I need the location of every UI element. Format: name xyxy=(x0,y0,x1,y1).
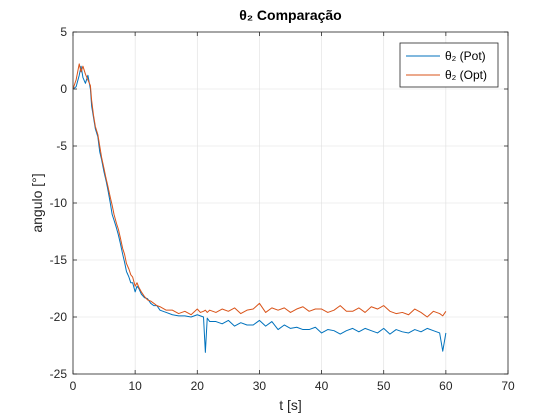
y-tick-label: 0 xyxy=(60,82,67,96)
x-tick-label: 70 xyxy=(501,379,515,393)
legend-label: θ₂ (Opt) xyxy=(445,68,487,82)
y-tick-label: 5 xyxy=(60,25,67,39)
y-tick-label: -20 xyxy=(50,310,68,324)
x-axis-title: t [s] xyxy=(279,397,302,413)
x-tick-label: 20 xyxy=(191,379,205,393)
y-axis-title: angulo [°] xyxy=(29,173,45,232)
x-tick-label: 0 xyxy=(70,379,77,393)
legend: θ₂ (Pot) θ₂ (Opt) xyxy=(399,42,499,88)
y-tick-label: -5 xyxy=(56,139,67,153)
chart-title: θ₂ Comparação xyxy=(239,7,341,23)
x-tick-label: 30 xyxy=(253,379,267,393)
y-tick-label: -25 xyxy=(50,367,68,381)
x-tick-label: 10 xyxy=(128,379,142,393)
x-tick-label: 40 xyxy=(315,379,329,393)
legend-label: θ₂ (Pot) xyxy=(445,49,486,63)
x-tick-label: 50 xyxy=(377,379,391,393)
x-tick-label: 60 xyxy=(439,379,453,393)
legend-box xyxy=(399,42,499,88)
series-layer xyxy=(72,63,447,353)
y-tick-label: -10 xyxy=(50,196,68,210)
y-tick-label: -15 xyxy=(50,253,68,267)
series-line-opt xyxy=(72,63,447,318)
series-line-pot xyxy=(72,65,447,353)
